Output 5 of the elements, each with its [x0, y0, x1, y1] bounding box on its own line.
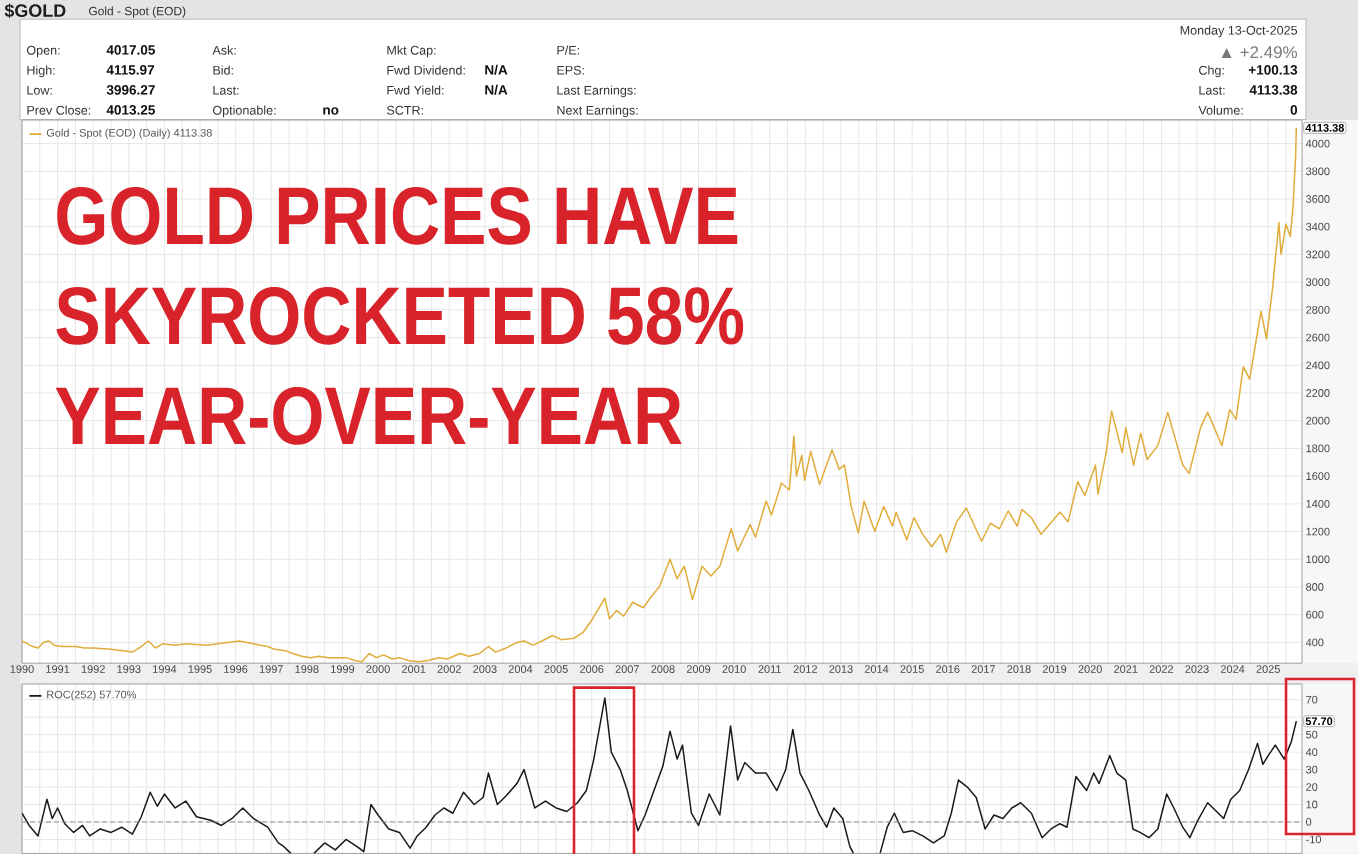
annotation: SKYROCKETED 58%: [56, 286, 744, 345]
annotation: YEAR-OVER-YEAR: [55, 386, 682, 445]
annotation: GOLD PRICES HAVE: [57, 186, 738, 245]
text: ▲ +2.49%: [1221, 46, 1298, 59]
chart-title: $GOLD: [4, 3, 66, 19]
